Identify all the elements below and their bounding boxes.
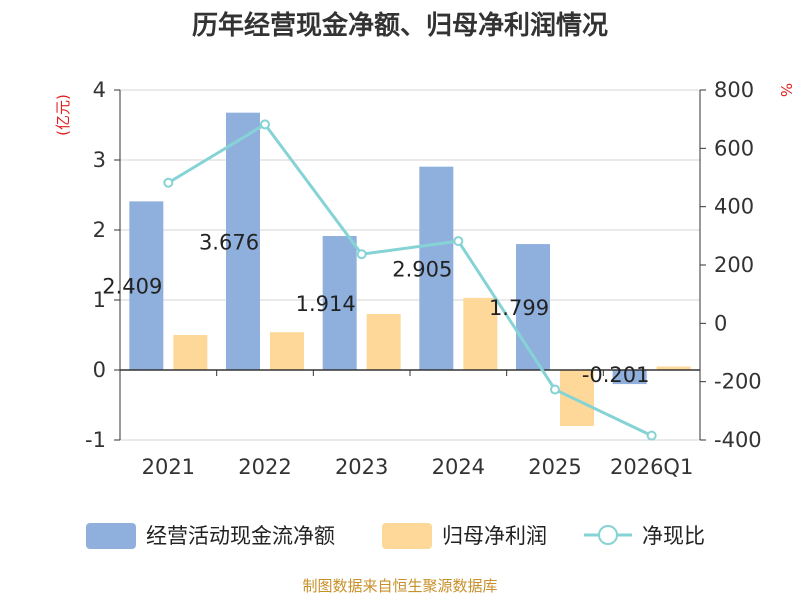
cashflow-bar bbox=[516, 244, 550, 370]
right-tick-label: -200 bbox=[714, 370, 762, 394]
right-tick-label: 200 bbox=[714, 253, 754, 277]
net-profit-bar bbox=[463, 297, 498, 370]
cashflow-bar bbox=[419, 166, 454, 370]
left-axis-ticks: 4 3 2 1 0 -1 bbox=[85, 78, 120, 452]
net-cash-ratio-point bbox=[646, 430, 657, 441]
left-tick-label: 2 bbox=[93, 218, 106, 242]
left-tick-label: -1 bbox=[85, 428, 106, 452]
chart-title: 历年经营现金净额、归母净利润情况 bbox=[192, 10, 608, 41]
left-tick-label: 3 bbox=[93, 148, 106, 172]
left-tick-label: 0 bbox=[93, 358, 106, 382]
net-cash-ratio-line bbox=[167, 122, 653, 437]
net-profit-bar bbox=[173, 335, 208, 370]
right-axis-unit: % bbox=[777, 83, 795, 97]
left-tick-label: 4 bbox=[93, 78, 106, 102]
cashflow-data-label: 1.914 bbox=[296, 292, 356, 316]
cashflow-data-label: 1.799 bbox=[489, 296, 549, 320]
right-tick-label: 400 bbox=[714, 195, 754, 219]
bar-series bbox=[129, 112, 691, 426]
legend[interactable]: 经营活动现金流净额 归母净利润 净现比 bbox=[86, 523, 705, 549]
right-tick-label: 800 bbox=[714, 78, 754, 102]
net-profit-bar bbox=[560, 370, 594, 426]
cashflow-data-label: 2.409 bbox=[102, 275, 162, 299]
right-tick-label: 600 bbox=[714, 136, 754, 160]
legend-label-cashflow: 经营活动现金流净额 bbox=[146, 524, 335, 548]
x-tick-label: 2022 bbox=[238, 455, 291, 479]
x-tick-label: 2023 bbox=[335, 455, 388, 479]
x-tick-label: 2025 bbox=[528, 455, 581, 479]
data-labels: 2.409 3.676 1.914 2.905 1.799 -0.201 bbox=[102, 230, 649, 387]
cashflow-data-label: -0.201 bbox=[582, 363, 650, 387]
net-cash-ratio-point bbox=[550, 384, 560, 395]
net-cash-ratio-point bbox=[163, 177, 174, 188]
legend-label-net-profit: 归母净利润 bbox=[442, 524, 547, 548]
right-tick-label: -400 bbox=[714, 428, 762, 452]
x-tick-label: 2026Q1 bbox=[610, 455, 693, 479]
legend-marker-net-cash-ratio bbox=[598, 525, 618, 545]
x-axis-ticks: 2021 2022 2023 2024 2025 2026Q1 bbox=[142, 455, 694, 479]
right-tick-label: 0 bbox=[714, 311, 727, 335]
net-profit-bar bbox=[366, 314, 401, 370]
axes bbox=[119, 90, 701, 440]
legend-swatch-cashflow bbox=[86, 523, 136, 549]
cashflow-bar bbox=[226, 112, 260, 371]
legend-swatch-net-profit bbox=[382, 523, 432, 549]
net-profit-bar bbox=[270, 332, 304, 370]
left-axis-unit: (亿元) bbox=[54, 94, 72, 136]
cashflow-bar bbox=[612, 370, 647, 385]
cashflow-bar bbox=[322, 236, 357, 370]
x-tick-label: 2024 bbox=[432, 455, 485, 479]
net-cash-ratio-point bbox=[453, 236, 464, 247]
net-cash-ratio-point bbox=[356, 249, 367, 260]
net-profit-bar bbox=[656, 366, 691, 370]
legend-label-net-cash-ratio: 净现比 bbox=[642, 524, 705, 548]
right-axis-ticks: 800 600 400 200 0 -200 -400 bbox=[700, 78, 762, 452]
left-tick-label: 1 bbox=[93, 288, 106, 312]
cashflow-data-label: 2.905 bbox=[392, 257, 452, 281]
line-series bbox=[163, 119, 657, 441]
cashflow-data-label: 3.676 bbox=[199, 230, 259, 254]
net-cash-ratio-point bbox=[260, 119, 270, 130]
source-note: 制图数据来自恒生聚源数据库 bbox=[302, 577, 497, 595]
x-tick-label: 2021 bbox=[142, 455, 195, 479]
cashflow-bar bbox=[129, 201, 164, 370]
